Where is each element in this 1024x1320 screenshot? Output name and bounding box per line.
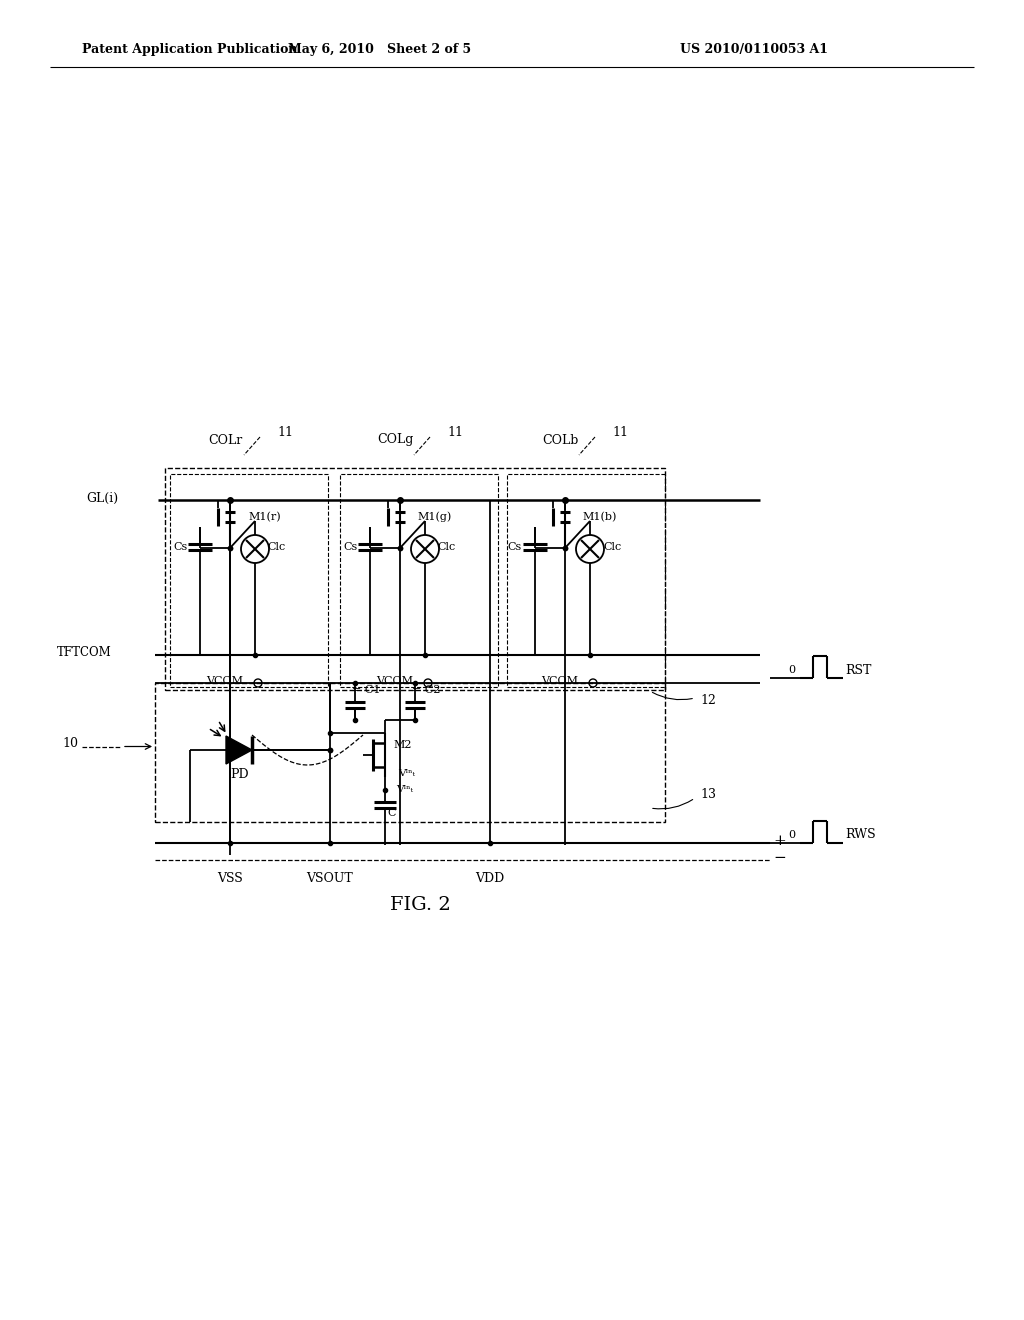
Bar: [170, 474, 328, 686]
Text: 0: 0: [787, 830, 795, 840]
Text: 11: 11: [447, 425, 463, 438]
Text: COLg: COLg: [377, 433, 414, 446]
Text: TFTCOM: TFTCOM: [57, 647, 112, 660]
Text: VCOM: VCOM: [207, 676, 244, 686]
Bar: [340, 474, 498, 686]
Text: COLb: COLb: [542, 433, 579, 446]
Text: M2: M2: [394, 741, 413, 750]
Bar: [155, 682, 665, 822]
Text: VSS: VSS: [217, 871, 243, 884]
Text: = C1: = C1: [352, 685, 381, 696]
Text: −: −: [773, 851, 786, 865]
Text: M1(b): M1(b): [583, 512, 617, 523]
Text: 13: 13: [700, 788, 716, 801]
Text: 11: 11: [612, 425, 628, 438]
Text: Cs: Cs: [173, 543, 187, 552]
Text: Vᴵⁿₜ: Vᴵⁿₜ: [398, 768, 416, 777]
Text: Clc: Clc: [268, 543, 286, 552]
Text: May 6, 2010   Sheet 2 of 5: May 6, 2010 Sheet 2 of 5: [289, 44, 472, 57]
Text: FIG. 2: FIG. 2: [389, 896, 451, 913]
Bar: [165, 469, 665, 690]
Text: GL(i): GL(i): [86, 491, 118, 504]
Text: Clc: Clc: [438, 543, 456, 552]
Text: VCOM: VCOM: [377, 676, 414, 686]
Text: VDD: VDD: [475, 871, 505, 884]
Polygon shape: [226, 737, 252, 764]
Text: VCOM: VCOM: [542, 676, 579, 686]
Text: PD: PD: [230, 767, 249, 780]
Text: Clc: Clc: [603, 543, 622, 552]
Text: RST: RST: [845, 664, 871, 676]
Text: VSOUT: VSOUT: [306, 871, 353, 884]
Text: 0: 0: [787, 665, 795, 675]
Text: M1(r): M1(r): [249, 512, 282, 523]
Bar: [507, 474, 665, 686]
Text: Cs: Cs: [343, 543, 357, 552]
Text: Vᴵⁿₜ: Vᴵⁿₜ: [396, 785, 414, 795]
Text: RWS: RWS: [845, 829, 876, 842]
Text: 12: 12: [700, 694, 716, 708]
Text: US 2010/0110053 A1: US 2010/0110053 A1: [680, 44, 828, 57]
Text: C: C: [387, 808, 395, 818]
Text: 11: 11: [278, 425, 293, 438]
Text: COLr: COLr: [208, 433, 242, 446]
Text: +: +: [773, 834, 786, 847]
Text: = C2: = C2: [412, 685, 440, 696]
Text: Cs: Cs: [508, 543, 522, 552]
Text: Patent Application Publication: Patent Application Publication: [82, 44, 298, 57]
Text: M1(g): M1(g): [418, 512, 453, 523]
Text: 10: 10: [62, 737, 78, 750]
